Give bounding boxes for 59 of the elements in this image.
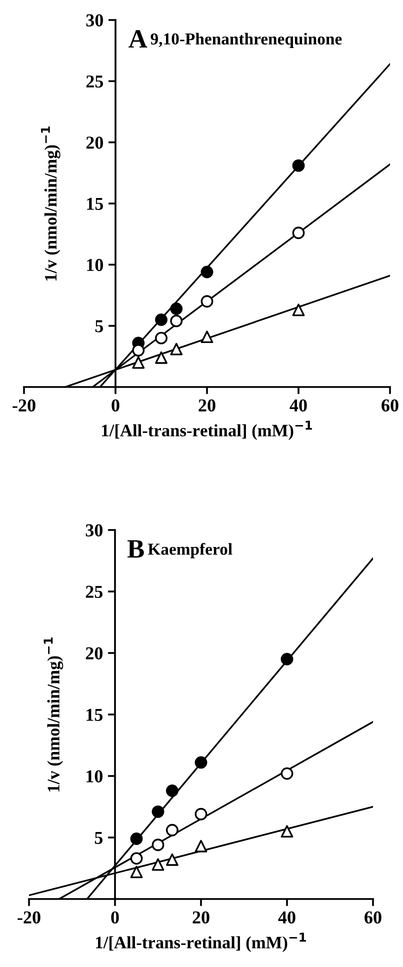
point — [152, 838, 164, 852]
chart-title: A — [128, 30, 148, 48]
y-tick-label: 15 — [87, 198, 104, 210]
x-tick-label: 0 — [112, 399, 120, 412]
point — [155, 351, 168, 364]
x-tick-label: 0 — [111, 911, 119, 924]
point — [130, 852, 143, 865]
x-axis-title: 1/[All-trans-retinal] (mM)$^{−1}$ — [96, 932, 306, 952]
point — [200, 266, 214, 278]
y-tick-label: 30 — [86, 524, 103, 536]
point — [130, 832, 143, 845]
point — [292, 226, 305, 240]
y-axis-title: 1/v (nmol/min/mg)$^{−1}$ — [40, 126, 60, 280]
point — [194, 840, 208, 852]
y-axis-title: 1/v (nmol/min/mg)$^{−1}$ — [44, 637, 64, 792]
x-tick-label: 20 — [192, 911, 210, 924]
x-tick-label: -20 — [12, 399, 36, 412]
point — [280, 652, 294, 666]
point — [166, 824, 178, 836]
point — [194, 808, 208, 820]
point — [292, 304, 305, 316]
x-tick-label: 40 — [278, 911, 296, 924]
chart-title: B — [127, 540, 144, 558]
point — [200, 330, 214, 344]
y-tick-label: 5 — [95, 320, 104, 332]
point — [280, 825, 294, 838]
point — [170, 314, 183, 328]
y-tick-label: 25 — [86, 75, 104, 88]
point — [280, 767, 294, 780]
point — [130, 866, 143, 878]
point — [152, 858, 164, 871]
point — [292, 159, 305, 172]
point — [170, 302, 183, 315]
text: Kaempferol — [148, 542, 232, 558]
point — [132, 356, 145, 369]
y-tick-label: 10 — [87, 258, 104, 272]
x-tick-label: 20 — [198, 399, 216, 412]
y-tick-label: 25 — [86, 586, 103, 598]
x-tick-label: 60 — [364, 911, 382, 924]
y-tick-label: 5 — [94, 832, 103, 844]
point — [132, 344, 145, 357]
point — [194, 756, 208, 769]
x-axis-title: 1/[All-trans-retinal] (mM)$^{−1}$ — [102, 420, 312, 440]
point — [166, 853, 178, 866]
x-tick-label: 60 — [382, 399, 398, 412]
y-tick-label: 20 — [86, 136, 104, 149]
text: 9,10-Phenanthrenequinone — [150, 32, 342, 48]
point — [155, 332, 168, 344]
y-tick-label: 20 — [86, 647, 103, 660]
y-tick-label: 10 — [86, 770, 103, 782]
x-tick-label: -20 — [18, 911, 40, 924]
y-tick-label: 15 — [86, 708, 103, 721]
x-tick-label: 40 — [290, 399, 307, 412]
point — [170, 342, 183, 356]
point — [152, 805, 164, 818]
point — [200, 295, 214, 308]
point — [155, 314, 168, 326]
point — [166, 784, 178, 797]
y-tick-label: 30 — [86, 14, 104, 26]
